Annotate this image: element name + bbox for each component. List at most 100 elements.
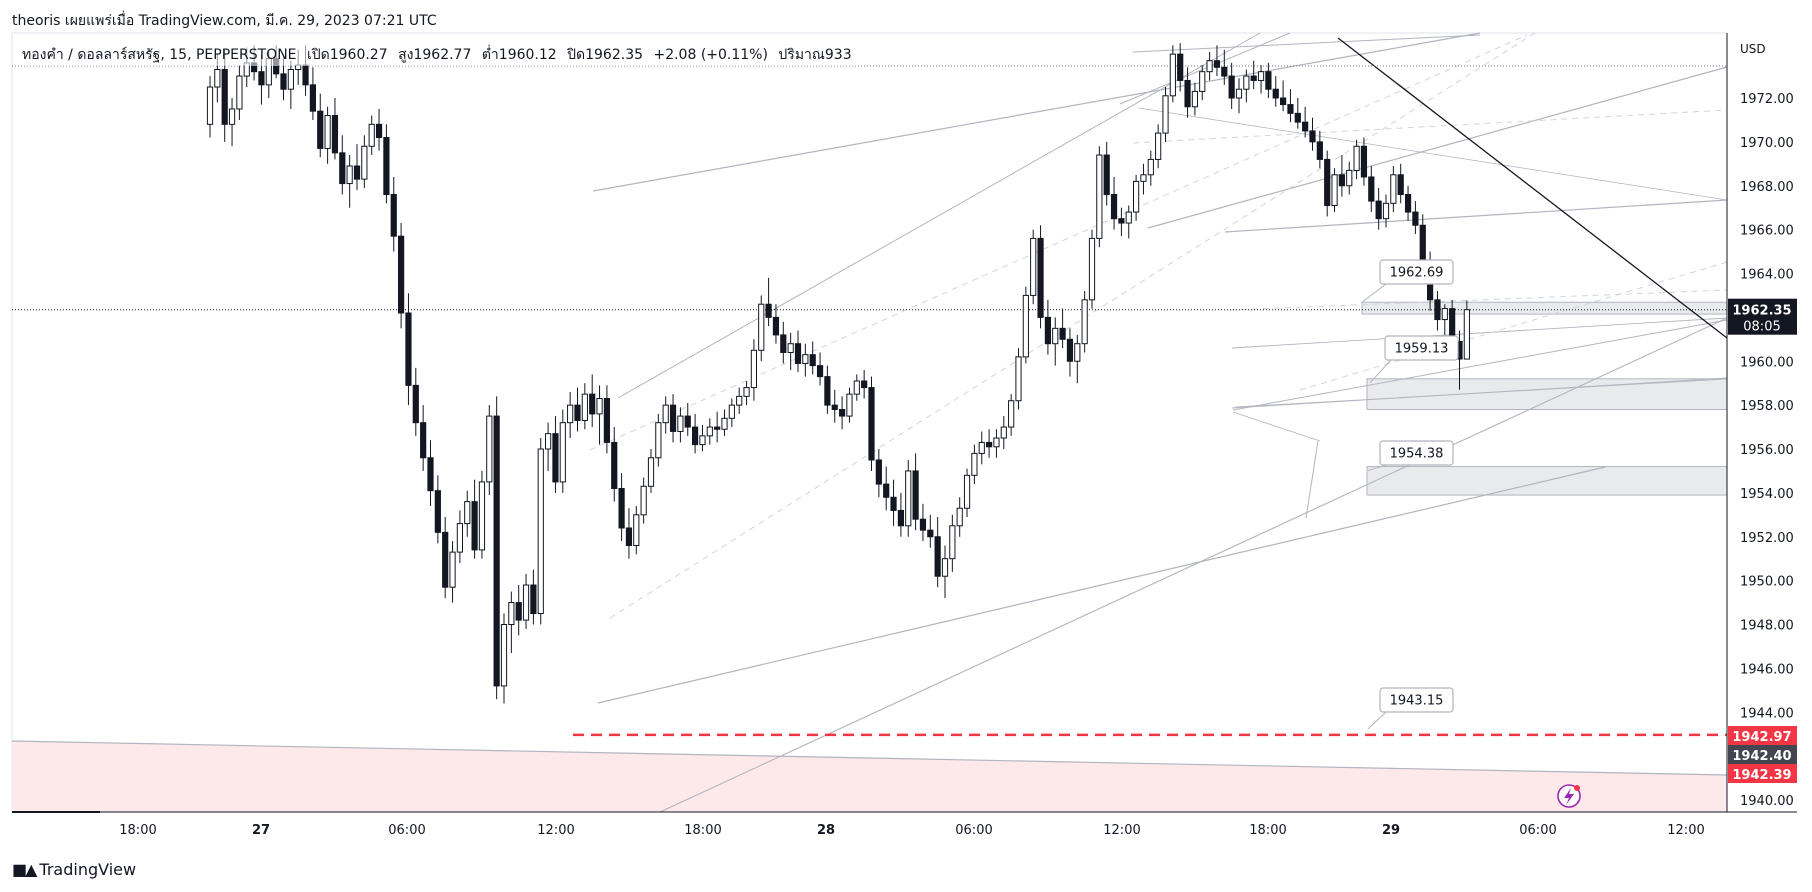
candle [1368,166,1375,213]
candle [530,569,537,625]
candle [1074,334,1081,384]
candle-body [500,624,508,687]
candle-body [236,75,243,110]
candle-body [743,387,750,397]
candle-body [669,404,677,432]
candle [736,387,743,414]
candle-body [449,551,456,588]
candle-body [721,417,728,430]
y-tick-label: 1964.00 [1740,268,1794,283]
x-tick-label: 18:00 [1249,823,1286,838]
candle-body [963,474,971,509]
candle [1294,98,1301,129]
candle [1316,130,1323,169]
candle-body [567,404,574,424]
legend-symbol[interactable]: ทองคำ / ดอลลาร์สหรัฐ, 15, PEPPERSTONE [22,47,297,63]
candle-body [949,525,956,560]
candle [765,277,772,327]
candle-body [750,349,757,389]
tradingview-brand: TradingView [39,860,137,879]
candle [1110,176,1118,230]
candle-body [287,68,294,90]
callout-pointer [1367,711,1387,730]
candle-body [736,395,743,406]
candle [934,517,941,588]
zone-callout-3: 1954.38 [1367,440,1454,472]
currency-label[interactable]: USD [1740,42,1766,56]
candle [824,365,831,414]
candle-body [1265,71,1272,90]
candle-body [861,380,868,389]
trend-line-14 [1138,107,1728,201]
candle [493,396,500,700]
lightning-icon[interactable] [1557,784,1581,808]
candle [603,385,610,454]
trend-line-12 [1305,440,1319,519]
candle-body [420,422,427,459]
candle [993,429,1000,458]
red-zone-edge-line [11,740,1728,776]
candle-body [611,441,618,489]
y-tick-label: 1944.00 [1740,706,1794,721]
candle-body [758,303,765,351]
candle [647,449,655,493]
x-tick-label: 18:00 [119,823,156,838]
legend-close: ปิด1962.35 [567,47,644,63]
candle [714,411,721,443]
candle [1324,150,1331,217]
candle [758,295,765,362]
candle-body [1316,141,1323,160]
candle-body [1000,426,1007,439]
dashed-line-5 [1299,261,1728,391]
candle-body [1059,327,1066,340]
candle [986,429,993,458]
candle [427,440,434,507]
candle-body [390,194,397,237]
zone-callout-2: 1959.13 [1369,335,1459,384]
candle [390,176,397,252]
candle [1272,76,1279,107]
candle [324,106,331,164]
candle [500,613,508,704]
tradingview-logo[interactable]: ■▲ TradingView [12,860,136,879]
x-tick-label: 06:00 [388,823,425,838]
candle-body [581,393,588,421]
candle [1250,60,1257,90]
callout-box [1379,259,1454,285]
candle-body [383,136,390,196]
candle [353,144,361,191]
candle [611,427,618,502]
candle [486,405,493,496]
downtrend-line [1337,37,1728,339]
candle-body [978,441,985,454]
candle-body [1309,130,1316,143]
candle-body [1353,145,1360,171]
candle [1441,304,1448,335]
candle [228,98,236,147]
candle [839,396,846,430]
dashed-line-3 [1132,109,1728,144]
trend-line-15 [1234,378,1728,408]
candle-body [522,584,530,621]
callout-pointer [1367,464,1387,472]
candle [669,394,677,443]
trend-line-7 [1231,317,1728,349]
candle [596,385,603,445]
candle [383,124,390,204]
candle-body [1294,112,1301,123]
candle-body [846,393,853,417]
candle-body [559,422,566,483]
candle [1199,65,1206,101]
candle [398,223,405,329]
candle-body [302,64,309,86]
candle [236,65,243,120]
x-tick-label: 12:00 [537,823,574,838]
candle-body [1302,121,1309,132]
callout-pointer [1361,283,1387,303]
candle-body [875,459,882,485]
last-price-tag-text: 1962.35 [1732,304,1791,319]
candle [1059,308,1066,349]
trend-line-2 [1119,32,1291,105]
candle-body [897,509,904,527]
